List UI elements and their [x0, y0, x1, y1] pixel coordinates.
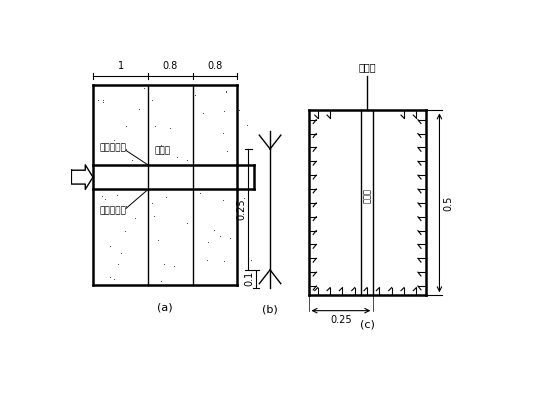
Text: 1: 1	[118, 61, 124, 71]
Text: 0.8: 0.8	[207, 61, 222, 71]
Text: 止水片: 止水片	[358, 62, 376, 72]
Text: 0.25: 0.25	[330, 315, 352, 325]
Text: (c): (c)	[360, 320, 375, 330]
Text: 第一道止水: 第一道止水	[99, 144, 126, 153]
Text: 止浆片: 止浆片	[362, 188, 372, 203]
Text: 第二道止水: 第二道止水	[99, 206, 126, 215]
Text: 排水井: 排水井	[155, 147, 171, 156]
Text: 0.1: 0.1	[244, 271, 254, 286]
Text: (b): (b)	[262, 304, 278, 315]
Text: (a): (a)	[157, 302, 173, 312]
Text: 0.25: 0.25	[236, 199, 246, 220]
Text: 0.8: 0.8	[163, 61, 178, 71]
Text: 0.5: 0.5	[444, 195, 453, 210]
